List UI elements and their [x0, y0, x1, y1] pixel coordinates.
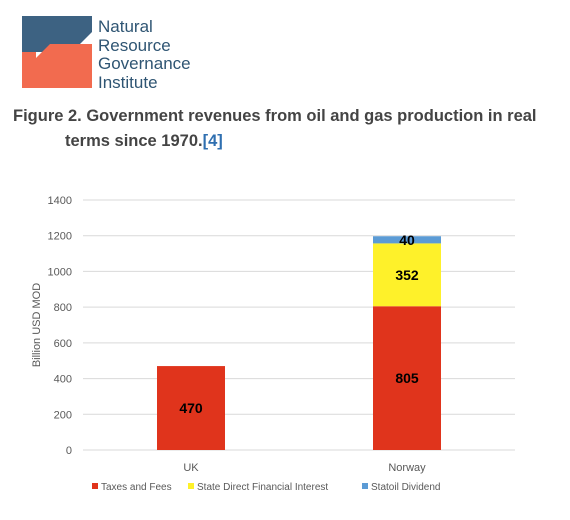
data-label: 40 — [399, 232, 415, 248]
y-tick-label: 200 — [54, 409, 72, 421]
bar-segment-taxes-and-fees — [373, 306, 441, 450]
y-tick-label: 0 — [66, 445, 72, 457]
y-tick-label: 1400 — [48, 195, 72, 207]
y-tick-label: 600 — [54, 338, 72, 350]
y-tick-label: 1000 — [48, 266, 72, 278]
legend-label: Taxes and Fees — [101, 482, 172, 493]
logo-wordmark: Natural Resource Governance Institute — [98, 17, 191, 92]
nrgi-logo: Natural Resource Governance Institute — [22, 16, 202, 92]
x-tick-label: UK — [183, 462, 199, 474]
y-tick-label: 400 — [54, 374, 72, 386]
revenue-stacked-bar-chart: 0 200 400 600 800 1000 1200 1400 Billion USD MOD… — [31, 195, 515, 493]
y-tick-label: 1200 — [48, 231, 72, 243]
logo-line: Natural — [98, 17, 153, 36]
bar-segment-statoil-dividend — [373, 236, 441, 244]
logo-line: Resource — [98, 35, 171, 55]
legend-swatch — [362, 483, 368, 489]
reference-link[interactable]: [4] — [202, 132, 223, 150]
legend-label: State Direct Financial Interest — [197, 482, 328, 493]
y-tick-label: 800 — [54, 302, 72, 314]
bar-segment-taxes-and-fees — [157, 366, 225, 450]
legend-swatch — [92, 483, 98, 489]
data-label: 470 — [179, 400, 203, 416]
logo-line: Governance — [98, 54, 191, 73]
data-label: 805 — [395, 370, 419, 386]
x-tick-label: Norway — [388, 462, 426, 474]
nrgi-logo-mark — [22, 16, 92, 88]
figure-title: Figure 2. Government revenues from oil a… — [10, 104, 560, 154]
data-label: 352 — [395, 267, 419, 283]
figure-title-line-1: Figure 2. Government revenues from oil a… — [13, 107, 537, 125]
legend-swatch — [188, 483, 194, 489]
figure-title-line-2: terms since 1970. — [65, 132, 203, 150]
y-axis-label: Billion USD MOD — [31, 283, 43, 367]
bar-segment-state-direct-financial-interest — [373, 243, 441, 307]
logo-line: Institute — [98, 72, 158, 92]
legend-label: Statoil Dividend — [371, 482, 440, 493]
